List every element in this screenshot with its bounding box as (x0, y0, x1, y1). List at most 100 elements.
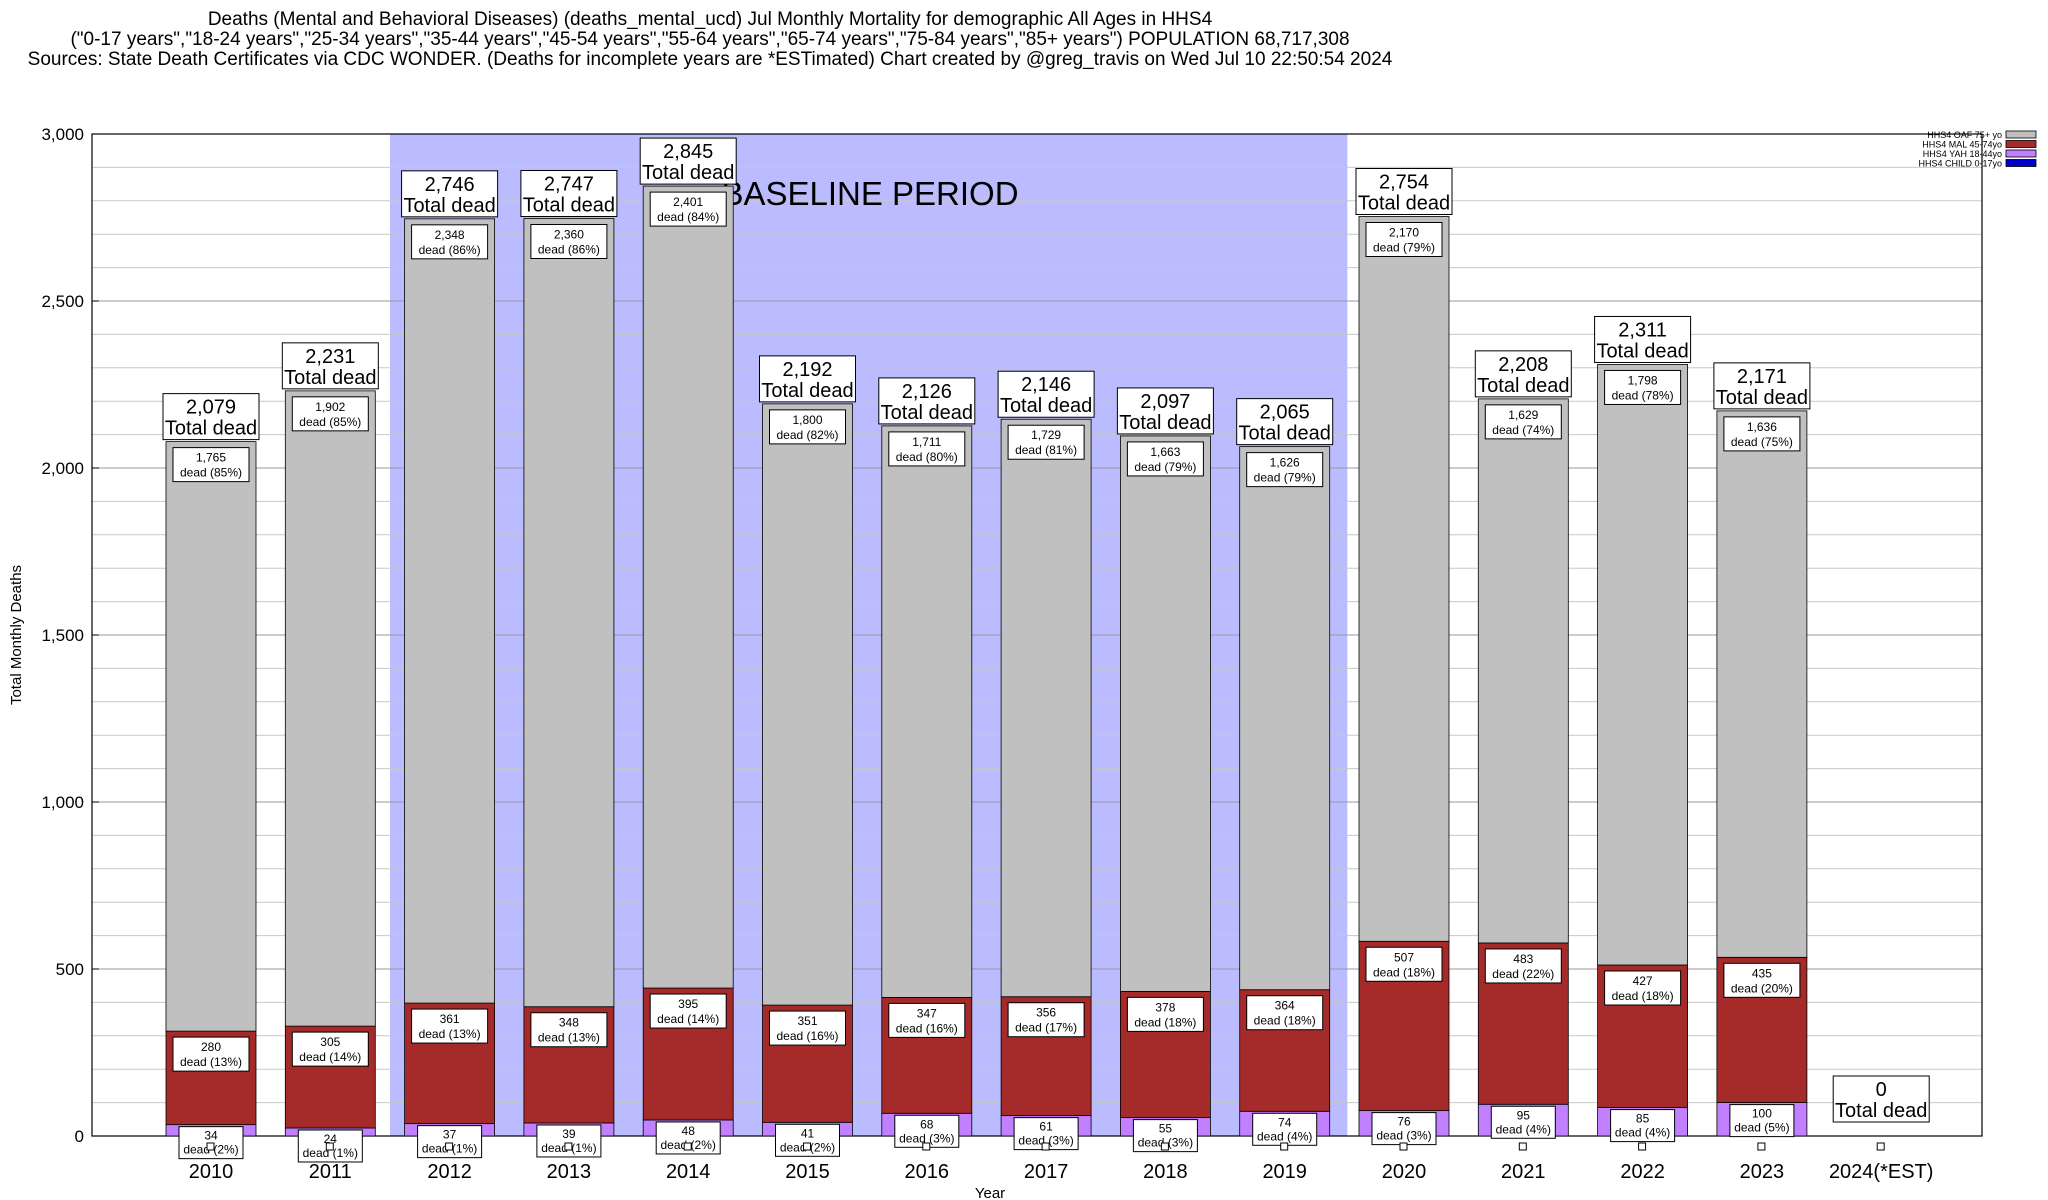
mal-pct-label: dead (18%) (1134, 1015, 1196, 1029)
x-tick-label: 2011 (309, 1161, 352, 1183)
title-line-2: ("0-17 years","18-24 years","25-34 years… (70, 29, 1350, 50)
mal-label-box (888, 1002, 966, 1038)
mal-value-label: 348 (559, 1016, 579, 1030)
oaf-value-label: 1,711 (912, 435, 941, 449)
mal-pct-label: dead (16%) (896, 1021, 958, 1035)
mal-label-box (530, 1012, 608, 1048)
y-tick-label: 0 (75, 1127, 84, 1146)
total-value-label: 2,126 (902, 381, 952, 403)
oaf-label-box (1126, 441, 1204, 477)
legend-swatch (2005, 140, 2037, 148)
yah-value-label: 68 (920, 1117, 934, 1131)
oaf-value-label: 1,765 (196, 451, 226, 465)
child-marker (1518, 1142, 1527, 1151)
mal-value-label: 507 (1394, 950, 1414, 964)
chart-title: Deaths (Mental and Behavioral Diseases) … (0, 10, 1420, 70)
yah-value-label: 74 (1278, 1115, 1292, 1129)
total-value-label: 2,754 (1379, 171, 1429, 193)
mal-pct-label: dead (22%) (1492, 967, 1554, 981)
total-label-box (759, 355, 856, 403)
total-value-label: 2,747 (544, 174, 594, 196)
oaf-value-label: 2,360 (554, 228, 584, 242)
yah-value-label: 100 (1752, 1107, 1772, 1121)
mal-label-box (1723, 962, 1801, 998)
total-word-label: Total dead (1000, 395, 1092, 417)
mal-pct-label: dead (17%) (1015, 1021, 1077, 1035)
total-label-box (1474, 350, 1572, 398)
x-tick-label: 2014 (666, 1161, 711, 1183)
mal-value-label: 395 (678, 997, 698, 1011)
yah-label-box (536, 1124, 602, 1158)
oaf-pct-label: dead (85%) (180, 466, 242, 480)
child-marker (1280, 1142, 1289, 1151)
bar-segment-oaf (1120, 435, 1211, 992)
bar-segment-oaf (1716, 410, 1808, 958)
mal-label-box (1246, 995, 1324, 1031)
x-tick-label: 2012 (427, 1161, 472, 1183)
y-tick-label: 1,000 (41, 793, 84, 812)
total-label-box (1832, 1075, 1930, 1123)
oaf-pct-label: dead (84%) (657, 210, 719, 224)
total-label-box (401, 170, 499, 218)
y-tick-label: 500 (56, 960, 84, 979)
total-label-box (878, 377, 976, 425)
y-tick-label: 3,000 (41, 125, 84, 144)
total-label-box (162, 393, 260, 441)
oaf-pct-label: dead (79%) (1373, 240, 1435, 254)
total-word-label: Total dead (1239, 423, 1331, 445)
total-label-box (639, 137, 737, 185)
bar-segment-oaf (642, 185, 734, 989)
total-word-label: Total dead (642, 162, 734, 184)
legend-label: HHS4 MAL 45-74yo (1922, 140, 2002, 150)
yah-label-box (1490, 1105, 1556, 1139)
total-value-label: 2,192 (782, 359, 832, 381)
child-marker (1638, 1142, 1647, 1151)
oaf-value-label: 1,629 (1508, 408, 1538, 422)
mal-label-box (1365, 946, 1443, 982)
mal-pct-label: dead (20%) (1731, 981, 1793, 995)
yah-value-label: 37 (443, 1128, 457, 1142)
child-marker (922, 1142, 931, 1151)
mal-value-label: 347 (917, 1006, 937, 1020)
mal-label-box (769, 1010, 846, 1046)
bar-segment-oaf (165, 441, 257, 1032)
oaf-label-box (530, 224, 608, 260)
oaf-label-box (172, 447, 250, 483)
mal-value-label: 356 (1036, 1006, 1056, 1020)
child-marker (206, 1142, 215, 1151)
child-marker (1041, 1142, 1050, 1151)
total-word-label: Total dead (881, 402, 973, 424)
mal-label-box (1484, 948, 1562, 984)
child-marker (683, 1142, 692, 1151)
bar-segment-oaf (523, 218, 615, 1008)
total-value-label: 2,171 (1737, 366, 1787, 388)
oaf-pct-label: dead (75%) (1731, 435, 1793, 449)
bar-segment-oaf (404, 218, 496, 1004)
x-tick-label: 2020 (1382, 1161, 1427, 1183)
yah-label-box (655, 1121, 721, 1155)
child-marker (803, 1142, 811, 1151)
mal-pct-label: dead (14%) (299, 1050, 361, 1064)
mal-pct-label: dead (16%) (776, 1029, 838, 1043)
total-value-label: 2,746 (425, 174, 475, 196)
yah-value-label: 76 (1397, 1115, 1411, 1129)
total-label-box (1355, 167, 1453, 215)
legend-swatch (2005, 159, 2037, 167)
mal-pct-label: dead (18%) (1373, 965, 1435, 979)
total-word-label: Total dead (403, 195, 495, 217)
yah-pct-label: dead (4%) (1257, 1129, 1312, 1143)
oaf-value-label: 1,663 (1150, 445, 1180, 459)
x-tick-label: 2016 (905, 1161, 950, 1183)
oaf-value-label: 1,798 (1628, 373, 1658, 387)
mal-value-label: 280 (201, 1040, 221, 1054)
total-word-label: Total dead (1358, 192, 1450, 214)
total-word-label: Total dead (1119, 412, 1211, 434)
oaf-value-label: 1,800 (792, 413, 822, 427)
total-word-label: Total dead (761, 380, 853, 402)
oaf-pct-label: dead (82%) (776, 428, 838, 442)
legend-label: HHS4 CHILD 0-17yo (1918, 159, 2002, 169)
child-marker (325, 1142, 334, 1151)
mal-label-box (411, 1008, 489, 1044)
mal-value-label: 378 (1155, 1000, 1175, 1014)
